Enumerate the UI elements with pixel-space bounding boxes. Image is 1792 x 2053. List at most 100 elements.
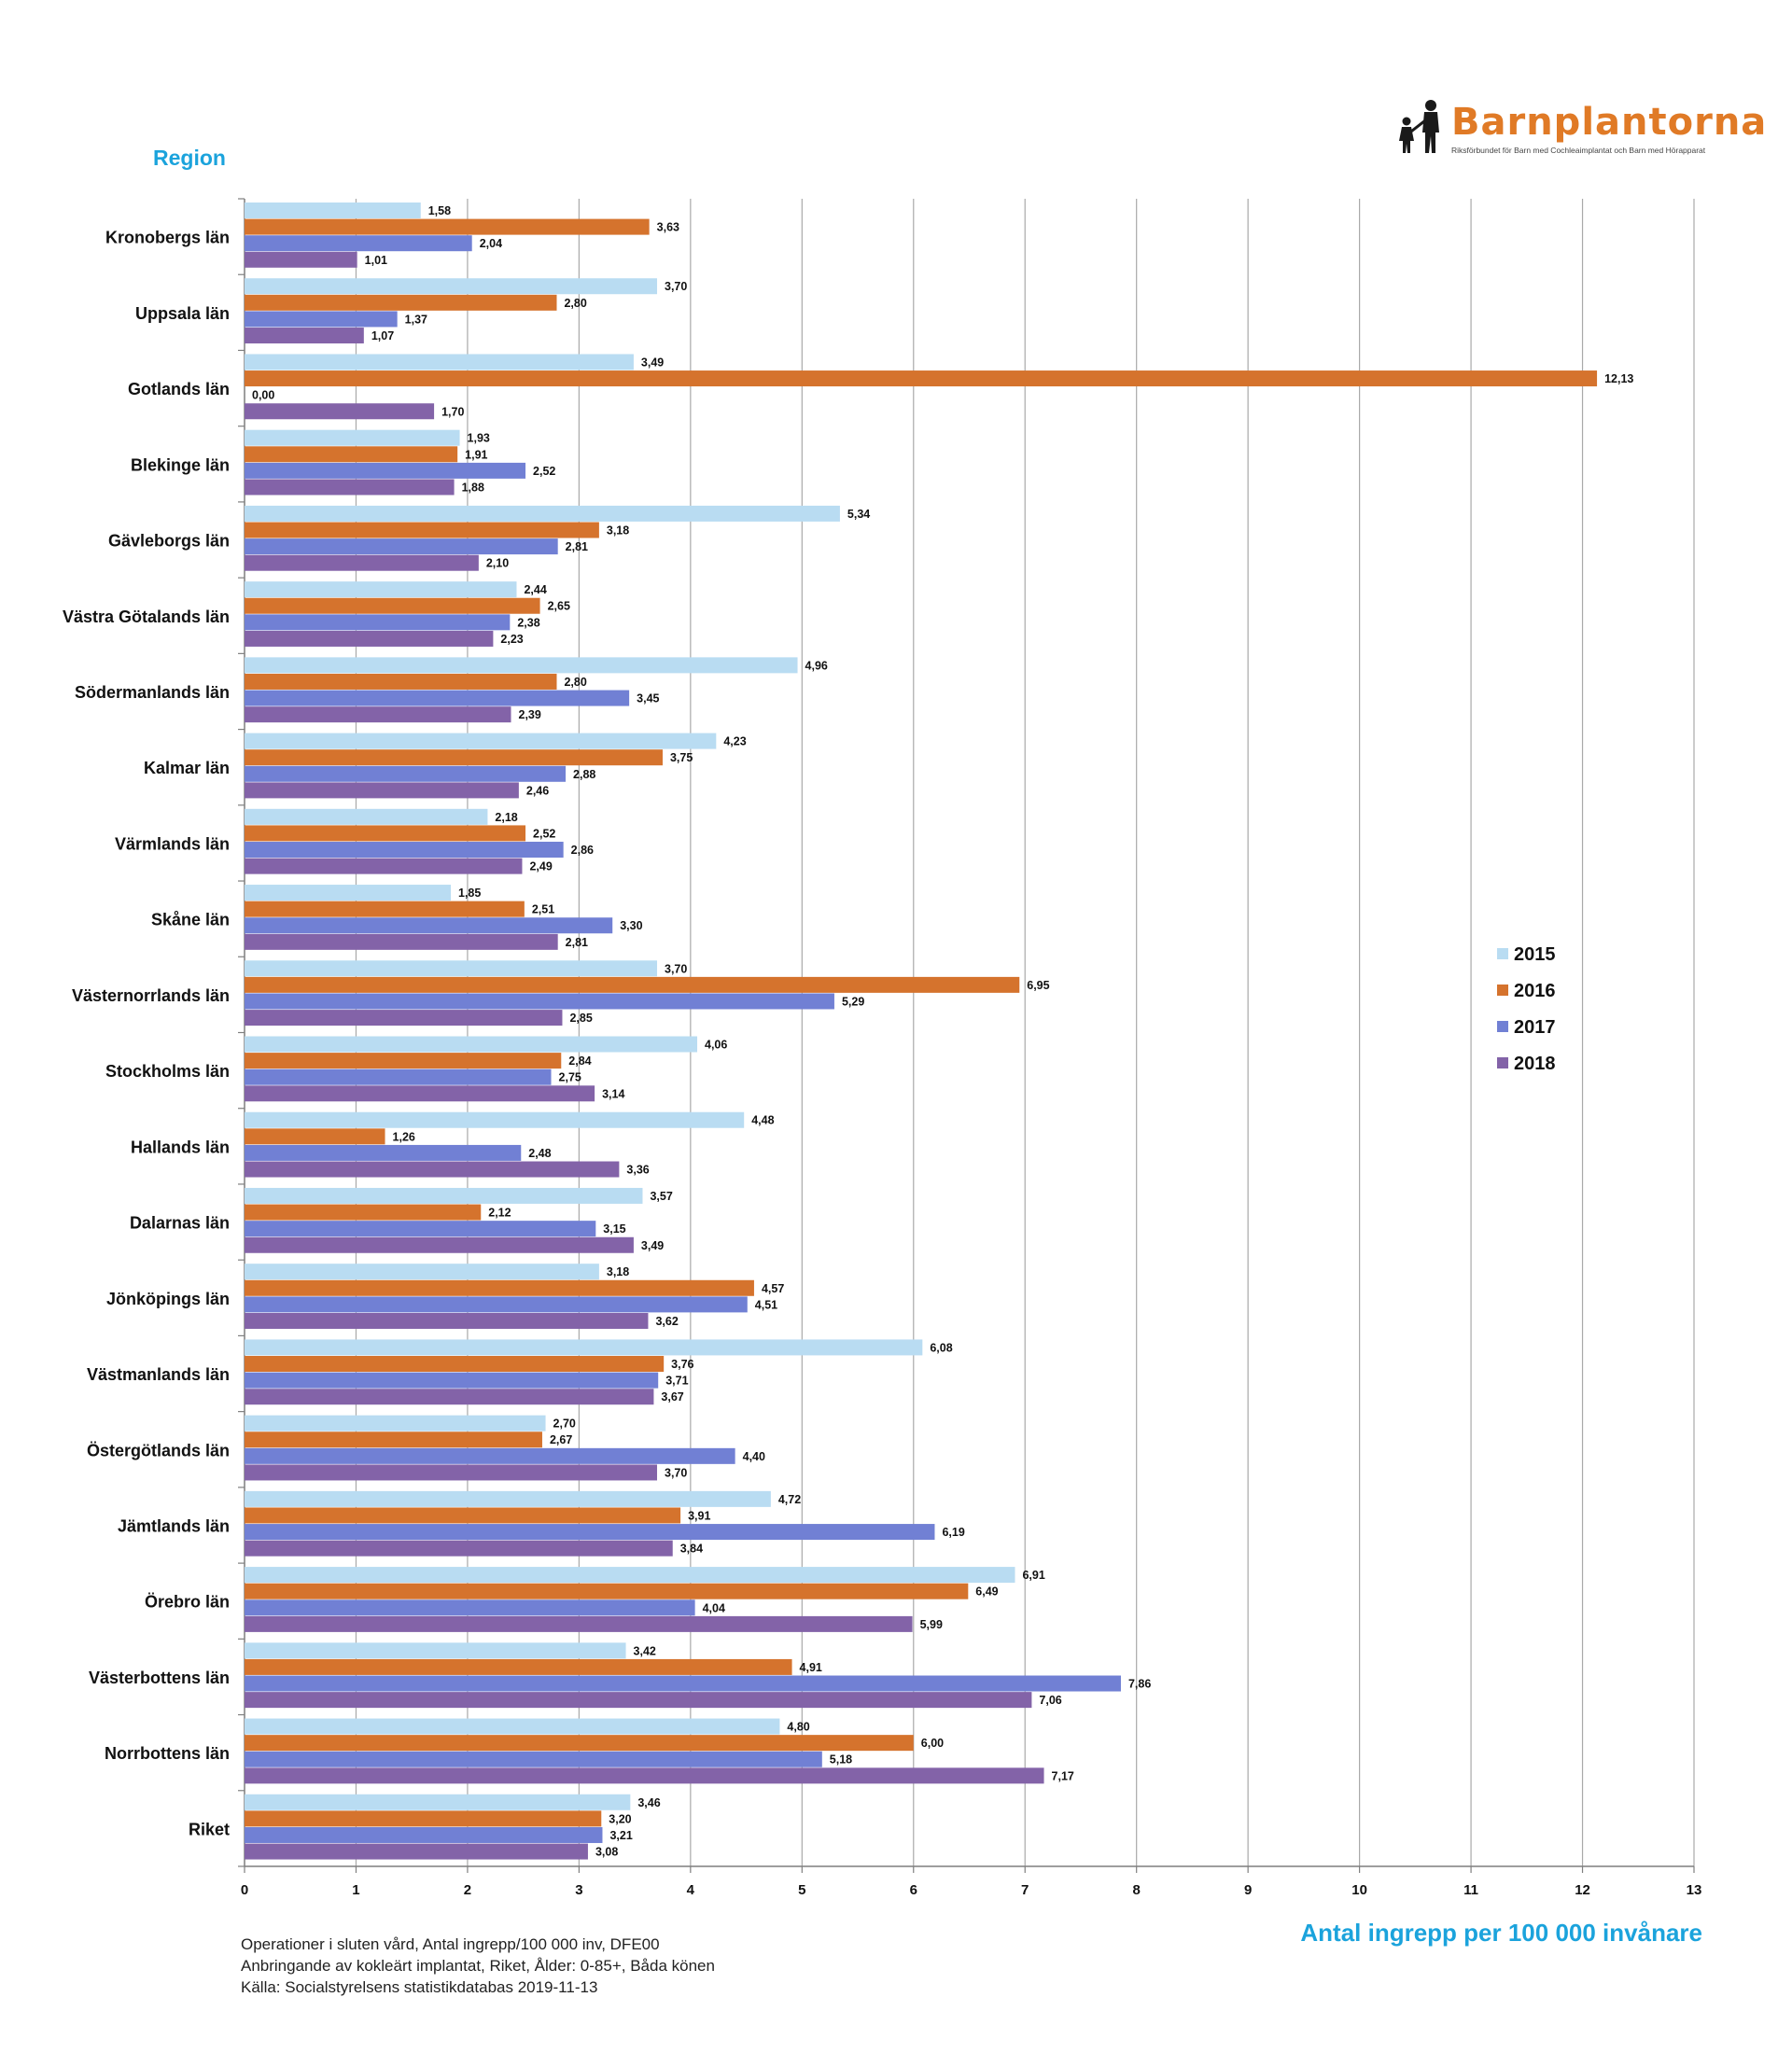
category-label: Dalarnas län bbox=[130, 1214, 230, 1233]
bar bbox=[245, 479, 455, 496]
bar bbox=[245, 933, 558, 950]
bar bbox=[245, 960, 658, 977]
data-label: 4,72 bbox=[778, 1493, 801, 1506]
legend-swatch bbox=[1497, 985, 1508, 996]
bar bbox=[245, 581, 517, 598]
data-label: 2,48 bbox=[528, 1147, 551, 1160]
data-label: 2,67 bbox=[550, 1433, 572, 1446]
data-label: 2,12 bbox=[488, 1207, 511, 1220]
bar bbox=[245, 1751, 822, 1767]
data-label: 3,46 bbox=[637, 1796, 660, 1809]
bar bbox=[245, 1432, 542, 1448]
data-label: 2,04 bbox=[480, 237, 502, 250]
data-label: 4,80 bbox=[787, 1721, 809, 1734]
data-label: 3,91 bbox=[688, 1509, 710, 1522]
bar bbox=[245, 749, 663, 766]
x-axis-title: Antal ingrepp per 100 000 invånare bbox=[1300, 1919, 1702, 1947]
data-label: 3,75 bbox=[670, 751, 693, 764]
bar bbox=[245, 1540, 673, 1557]
data-label: 2,44 bbox=[524, 583, 546, 596]
bar bbox=[245, 614, 511, 631]
data-label: 4,40 bbox=[743, 1450, 765, 1463]
bar bbox=[245, 203, 421, 218]
category-label: Hallands län bbox=[131, 1138, 230, 1156]
bar bbox=[245, 1524, 935, 1541]
bar bbox=[245, 522, 599, 538]
bar bbox=[245, 1464, 658, 1481]
data-label: 3,18 bbox=[607, 524, 629, 538]
bar bbox=[245, 917, 613, 934]
data-label: 0,00 bbox=[252, 389, 274, 402]
category-label: Stockholms län bbox=[105, 1062, 230, 1081]
logo-name: Barnplantorna bbox=[1451, 101, 1768, 144]
bar bbox=[245, 354, 634, 370]
data-label: 6,00 bbox=[921, 1737, 944, 1750]
note-line-3: Källa: Socialstyrelsens statistikdatabas… bbox=[241, 1978, 598, 1996]
bar bbox=[245, 673, 557, 690]
bar bbox=[245, 1010, 563, 1026]
data-label: 1,37 bbox=[405, 313, 427, 326]
data-label: 2,10 bbox=[486, 557, 509, 570]
bar bbox=[245, 1204, 482, 1221]
bar bbox=[245, 1735, 914, 1752]
data-label: 2,18 bbox=[495, 811, 517, 824]
legend-swatch bbox=[1497, 1021, 1508, 1032]
data-label: 3,62 bbox=[655, 1315, 678, 1328]
category-label: Riket bbox=[189, 1820, 230, 1838]
data-label: 4,48 bbox=[751, 1114, 774, 1127]
bar bbox=[245, 1794, 631, 1810]
bar bbox=[245, 278, 658, 295]
bar bbox=[245, 1144, 522, 1161]
data-label: 3,15 bbox=[603, 1222, 625, 1236]
data-label: 4,91 bbox=[800, 1661, 822, 1674]
data-label: 7,86 bbox=[1128, 1678, 1151, 1691]
data-label: 2,38 bbox=[517, 616, 539, 629]
category-label: Kalmar län bbox=[144, 759, 230, 777]
legend-label: 2018 bbox=[1514, 1054, 1556, 1074]
bar bbox=[245, 1583, 969, 1599]
bar bbox=[245, 235, 472, 252]
category-label: Blekinge län bbox=[131, 455, 230, 474]
bar bbox=[245, 782, 519, 799]
data-label: 2,75 bbox=[559, 1071, 581, 1084]
bar bbox=[245, 1085, 595, 1102]
bar bbox=[245, 1161, 620, 1178]
data-label: 3,08 bbox=[595, 1846, 618, 1859]
bar bbox=[245, 328, 364, 344]
x-tick-label: 0 bbox=[241, 1882, 248, 1898]
data-label: 5,99 bbox=[920, 1618, 943, 1631]
data-label: 3,71 bbox=[665, 1375, 688, 1388]
bar bbox=[245, 1658, 792, 1675]
bar bbox=[245, 657, 798, 674]
data-label: 2,49 bbox=[529, 860, 552, 873]
bar bbox=[245, 1415, 546, 1432]
bar bbox=[245, 1279, 754, 1296]
bar bbox=[245, 1810, 602, 1827]
data-label: 3,42 bbox=[634, 1644, 656, 1657]
legend-label: 2017 bbox=[1514, 1017, 1556, 1038]
x-tick-label: 1 bbox=[352, 1882, 359, 1898]
bar bbox=[245, 446, 458, 463]
data-label: 5,34 bbox=[847, 508, 870, 521]
bar bbox=[245, 1718, 780, 1735]
legend-swatch bbox=[1497, 948, 1508, 959]
legend: 2015 2016 2017 2018 bbox=[1497, 944, 1556, 1074]
data-label: 12,13 bbox=[1604, 372, 1633, 385]
category-label: Västernorrlands län bbox=[72, 986, 230, 1005]
data-label: 2,80 bbox=[564, 297, 586, 310]
data-label: 3,36 bbox=[626, 1164, 649, 1177]
data-label: 3,14 bbox=[602, 1087, 624, 1100]
data-label: 5,18 bbox=[830, 1753, 852, 1767]
bar bbox=[245, 1843, 588, 1860]
data-label: 2,84 bbox=[568, 1054, 591, 1068]
data-label: 2,39 bbox=[519, 708, 541, 721]
x-tick-label: 11 bbox=[1463, 1882, 1478, 1898]
x-tick-label: 6 bbox=[910, 1882, 917, 1898]
bar bbox=[245, 1615, 913, 1632]
brand-logo: Barnplantorna Riksförbundet för Barn med… bbox=[1395, 99, 1766, 159]
bar bbox=[245, 1036, 698, 1053]
bar bbox=[245, 505, 840, 522]
note-line-2: Anbringande av kokleärt implantat, Riket… bbox=[241, 1957, 715, 1975]
data-label: 5,29 bbox=[842, 995, 864, 1008]
